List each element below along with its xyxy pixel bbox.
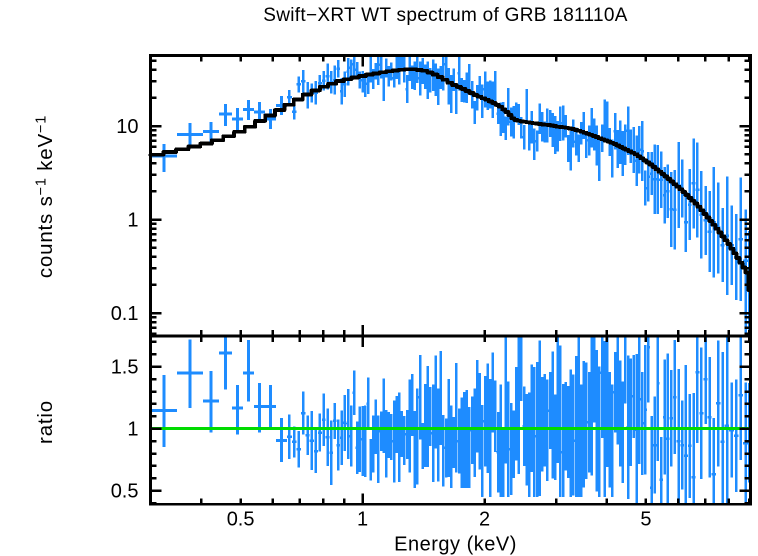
svg-text:counts s−1 keV−1: counts s−1 keV−1 [34, 115, 58, 278]
svg-text:10: 10 [116, 116, 138, 138]
svg-text:ratio: ratio [34, 400, 57, 444]
svg-text:1: 1 [127, 419, 138, 441]
svg-text:0.1: 0.1 [111, 303, 139, 325]
svg-text:1: 1 [127, 210, 138, 232]
svg-text:2: 2 [479, 508, 490, 530]
svg-text:1.5: 1.5 [111, 357, 139, 379]
svg-text:1: 1 [357, 508, 368, 530]
svg-text:0.5: 0.5 [227, 508, 255, 530]
svg-text:Swift−XRT WT spectrum of GRB 1: Swift−XRT WT spectrum of GRB 181110A [263, 5, 627, 26]
svg-text:5: 5 [640, 508, 651, 530]
svg-text:0.5: 0.5 [111, 481, 139, 503]
svg-text:Energy (keV): Energy (keV) [394, 534, 517, 556]
